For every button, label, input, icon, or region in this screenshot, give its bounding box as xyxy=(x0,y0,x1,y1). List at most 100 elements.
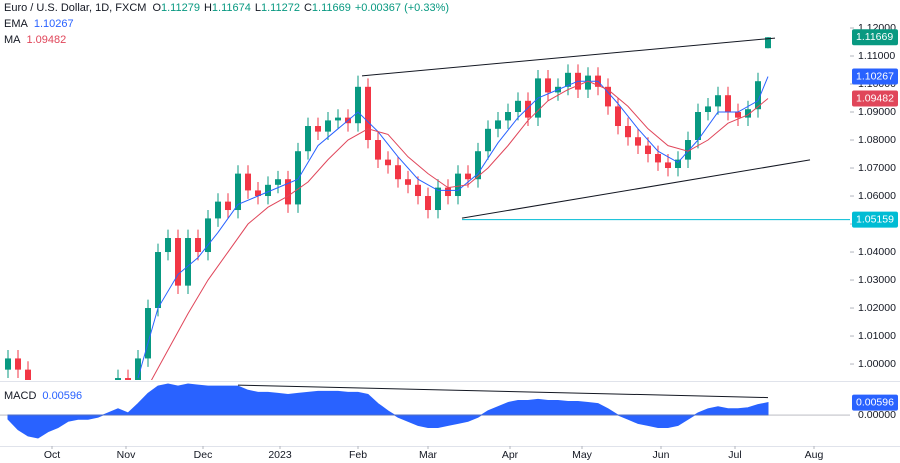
candle-body xyxy=(695,112,701,141)
x-tick-label: May xyxy=(572,449,593,461)
x-tick-label: Jul xyxy=(728,449,741,461)
l-value: 1.11272 xyxy=(261,2,300,14)
candle-body xyxy=(495,120,501,129)
macd-legend: MACD 0.00596 xyxy=(4,390,82,402)
candle-body xyxy=(725,95,731,113)
y-tick-label: 1.00000 xyxy=(858,358,896,370)
ema-value: 1.10267 xyxy=(34,18,74,30)
candle-body xyxy=(655,154,661,163)
candle-body xyxy=(355,86,361,124)
ema-name: EMA xyxy=(4,18,29,30)
candle-body xyxy=(665,162,671,169)
candle-body xyxy=(215,201,221,219)
candle-body xyxy=(315,126,321,132)
price-pane xyxy=(5,37,850,442)
candle-body xyxy=(675,159,681,169)
macd-value: 0.00596 xyxy=(42,390,82,402)
macd-pane xyxy=(0,383,850,439)
candle-body xyxy=(685,140,691,160)
candle-body xyxy=(335,117,341,121)
h-value: 1.11674 xyxy=(212,2,251,14)
x-tick-label: 2023 xyxy=(268,449,292,461)
trendline xyxy=(237,384,769,399)
price-tag-label: 0.00596 xyxy=(856,396,894,408)
price-tag-label: 1.09482 xyxy=(856,92,894,104)
candle-body xyxy=(545,78,551,93)
candle-body xyxy=(435,187,441,211)
y-tick-label: 1.01000 xyxy=(858,330,896,342)
candle-body xyxy=(445,187,451,197)
price-tag-label: 1.11669 xyxy=(856,31,893,43)
y-tick-label: 1.06000 xyxy=(858,190,896,202)
c-value: 1.11669 xyxy=(312,2,351,14)
h-label: H xyxy=(204,2,212,14)
candle-body xyxy=(565,72,571,87)
y-tick-label: 1.04000 xyxy=(858,246,896,258)
price-tag xyxy=(852,29,898,46)
candle-body xyxy=(175,238,181,286)
x-tick-label: Nov xyxy=(117,449,136,461)
candle-body xyxy=(715,95,721,107)
candle-body xyxy=(635,137,641,146)
x-tick-label: Feb xyxy=(349,449,367,461)
x-tick-label: Jun xyxy=(653,449,670,461)
candle-body xyxy=(475,151,481,180)
candle-body xyxy=(415,184,421,197)
macd-area xyxy=(7,383,769,439)
candle-body xyxy=(705,106,711,113)
y-tick-label: 1.02000 xyxy=(858,302,896,314)
candle-body xyxy=(65,434,71,442)
overlay: Euro / U.S. Dollar, 1D, FXCM O1.11279 H1.1… xyxy=(4,2,898,461)
candle-body xyxy=(135,358,141,380)
candle-body xyxy=(205,218,211,253)
candle-body xyxy=(405,179,411,185)
candle-body xyxy=(585,75,591,90)
candle-body xyxy=(325,120,331,132)
change: +0.00367 (+0.33%) xyxy=(355,2,449,14)
candle-body xyxy=(425,196,431,211)
candle-body xyxy=(505,112,511,121)
candle-body xyxy=(515,100,521,113)
candle-body xyxy=(395,165,401,180)
candle-body xyxy=(125,378,131,380)
indicator-line xyxy=(150,80,769,380)
ema-legend: EMA 1.10267 xyxy=(4,18,74,30)
ma-name: MA xyxy=(4,34,21,46)
candle-body xyxy=(365,86,371,141)
c-label: C xyxy=(304,2,312,14)
y-tick-label: 1.12000 xyxy=(858,22,896,34)
y-tick-label: 1.03000 xyxy=(858,274,896,286)
candle-body xyxy=(285,179,291,205)
candle-body xyxy=(5,358,11,370)
trendline xyxy=(461,159,811,219)
legend-header: Euro / U.S. Dollar, 1D, FXCM O1.11279 H1.1… xyxy=(4,2,449,14)
indicator-line xyxy=(137,76,769,379)
x-tick-label: Dec xyxy=(194,449,213,461)
y-tick-label: 0.00000 xyxy=(858,409,896,421)
candle-body xyxy=(25,369,31,380)
candle-body xyxy=(735,112,741,118)
price-tag xyxy=(852,68,898,85)
candle-body xyxy=(645,145,651,155)
candle-body xyxy=(255,190,261,197)
candle-body xyxy=(305,126,311,152)
y-tick-label: 1.07000 xyxy=(858,162,896,174)
candle-body xyxy=(15,358,21,370)
y-tick-label: 1.08000 xyxy=(858,134,896,146)
candle-body xyxy=(115,378,121,380)
candle-body xyxy=(375,140,381,160)
candle-body xyxy=(455,173,461,197)
candle-body xyxy=(765,37,771,49)
candle-body xyxy=(145,308,151,359)
candle-body xyxy=(185,238,191,286)
candle-body xyxy=(275,179,281,185)
price-tag xyxy=(852,90,898,107)
x-tick-label: Apr xyxy=(502,449,519,461)
ma-legend: MA 1.09482 xyxy=(4,34,66,46)
price-tag-label: 1.10267 xyxy=(856,70,894,82)
candle-body xyxy=(525,100,531,118)
candle-body xyxy=(745,109,751,118)
candle-body xyxy=(295,151,301,205)
candle-body xyxy=(155,252,161,309)
